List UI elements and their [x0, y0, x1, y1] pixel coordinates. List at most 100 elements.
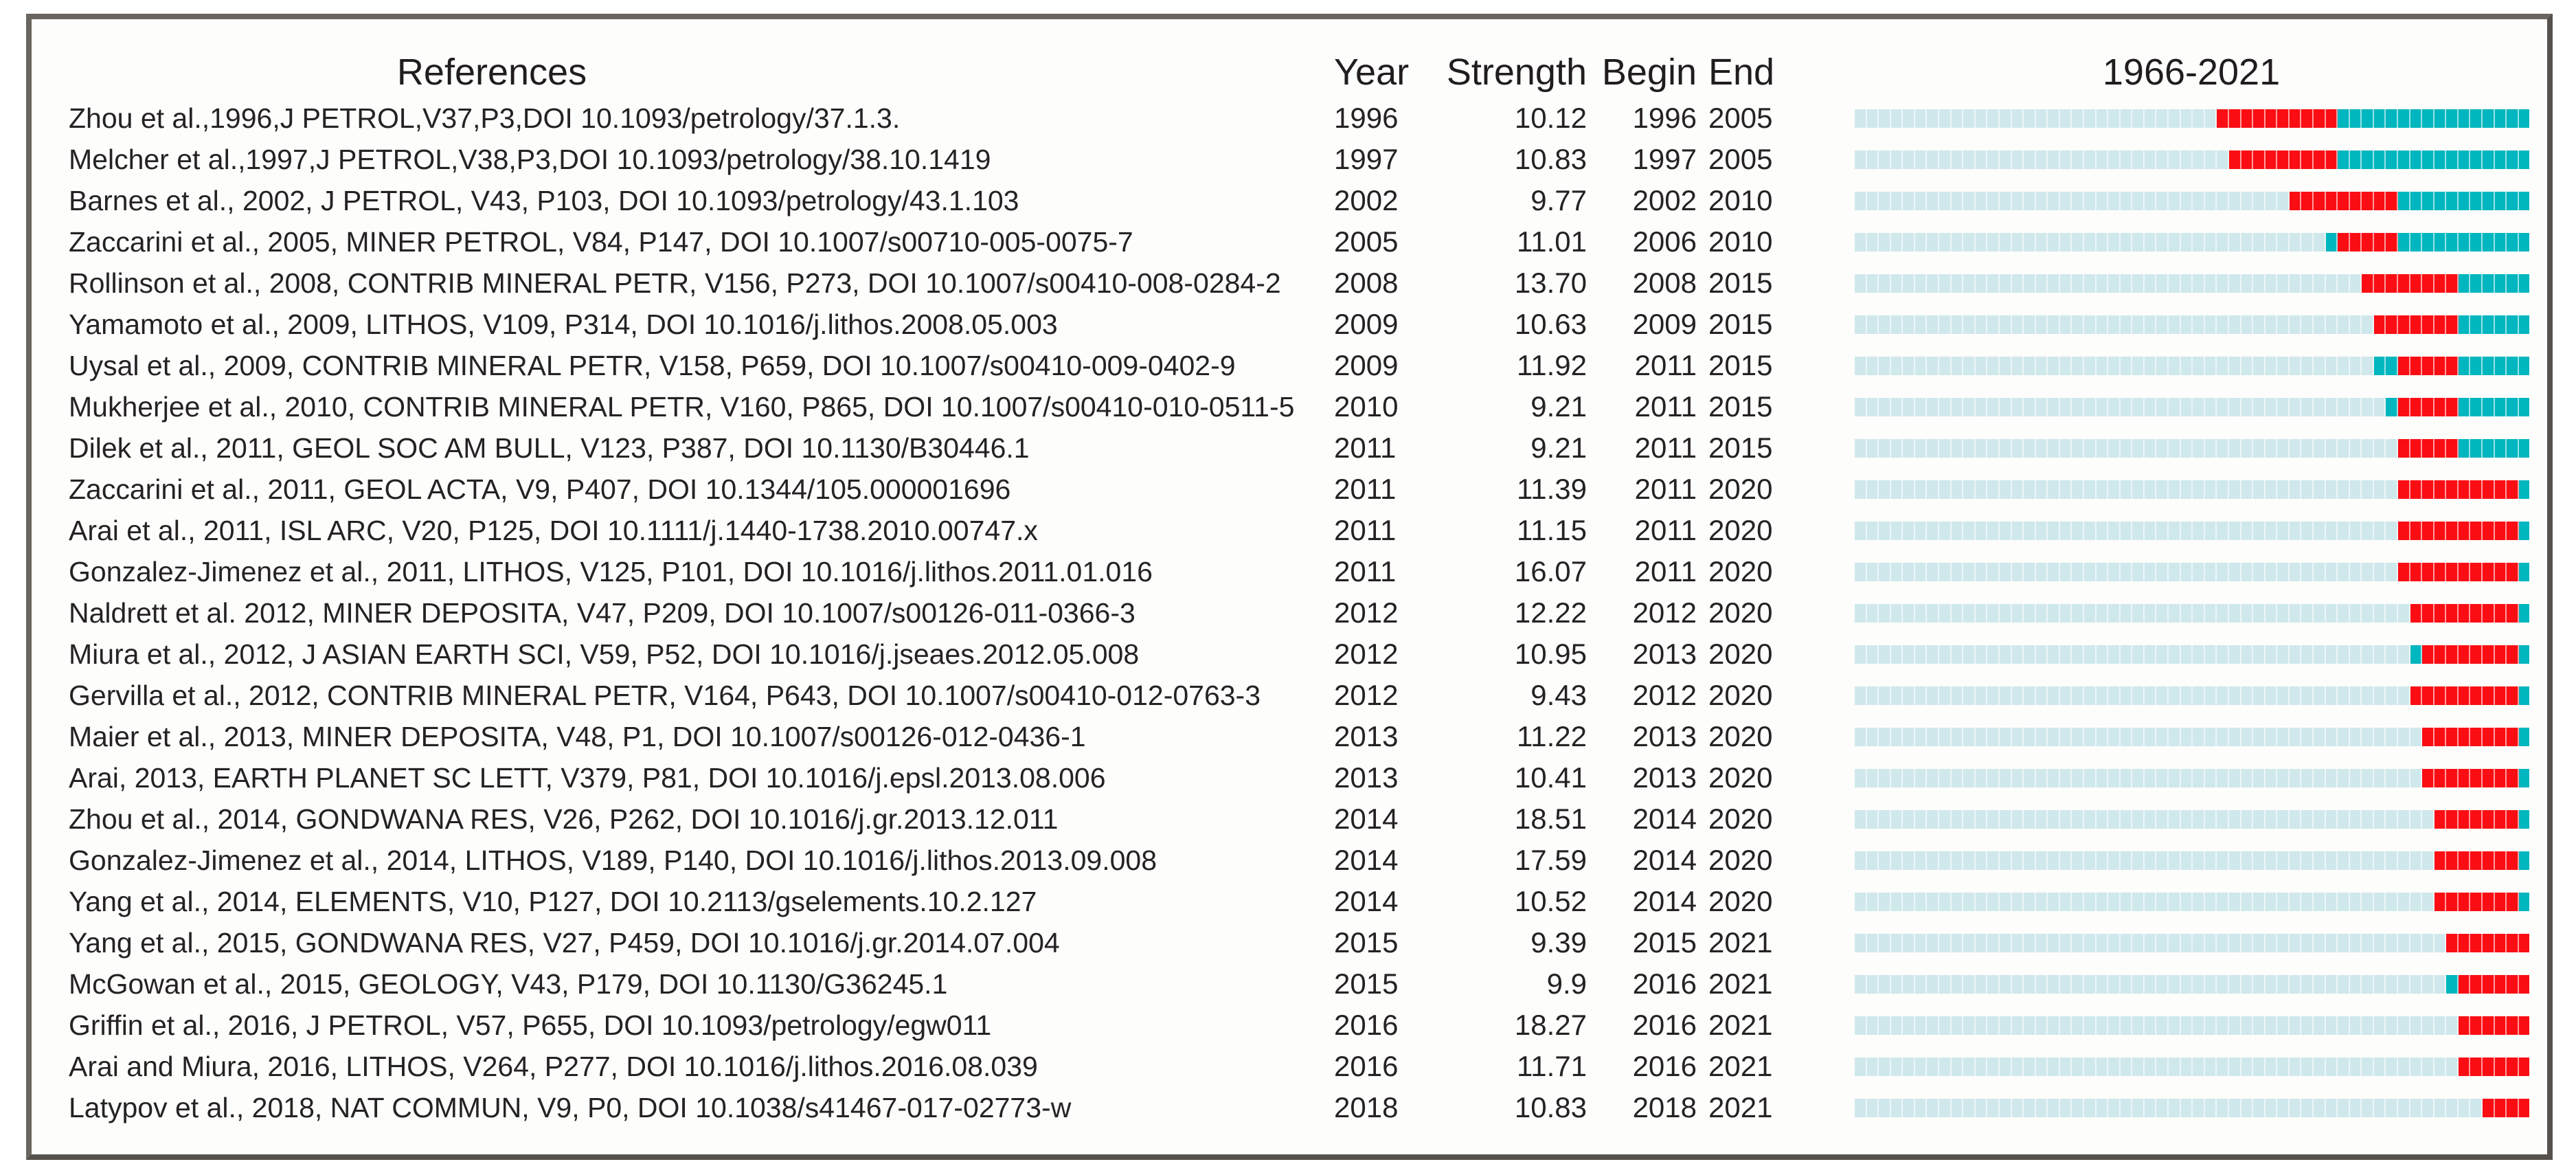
publication-year-value: 2015: [1334, 926, 1399, 959]
year-segment: [1855, 728, 1867, 746]
year-segment: [2265, 810, 2278, 829]
year-segment: [2180, 192, 2193, 210]
year-segment: [2024, 439, 2036, 458]
year-segment: [2024, 150, 2036, 169]
year-segment: [2507, 893, 2519, 911]
year-segment: [2096, 563, 2109, 581]
year-segment: [2144, 1016, 2157, 1035]
year-segment: [1939, 398, 1952, 416]
year-segment: [1855, 686, 1867, 705]
year-segment: [2241, 728, 2254, 746]
year-segment: [2253, 604, 2266, 623]
year-segment: [2048, 1099, 2060, 1117]
year-segment: [2048, 233, 2060, 251]
year-segment: [2096, 769, 2109, 787]
year-segment: [2483, 480, 2495, 499]
year-segment: [2265, 604, 2278, 623]
year-segment: [2422, 522, 2434, 540]
year-segment: [2108, 480, 2121, 499]
burst-row: Gervilla et al., 2012, CONTRIB MINERAL P…: [0, 675, 2576, 716]
year-segment: [1866, 769, 1879, 787]
year-segment: [2253, 851, 2266, 870]
year-segment: [2518, 150, 2530, 169]
year-segment: [1987, 315, 2000, 334]
year-segment: [2024, 769, 2036, 787]
year-segment: [2048, 686, 2060, 705]
year-segment: [2277, 604, 2290, 623]
year-segment: [1963, 1016, 1976, 1035]
year-segment: [2398, 522, 2410, 540]
burst-strength-value: 10.95: [1514, 638, 1587, 670]
burst-strength-value: 10.52: [1514, 885, 1587, 917]
year-segment: [1903, 109, 1915, 128]
year-segment: [2301, 357, 2314, 375]
year-segment: [2072, 274, 2084, 293]
year-segment: [2035, 645, 2048, 664]
year-segment: [2169, 1099, 2181, 1117]
year-segment: [2410, 398, 2423, 416]
burst-end-value: 2020: [1708, 679, 1773, 711]
year-segment: [2494, 1058, 2507, 1076]
year-segment: [2144, 233, 2157, 251]
year-segment: [2518, 357, 2530, 375]
year-segment: [2048, 934, 2060, 952]
year-segment: [2204, 975, 2217, 994]
year-segment: [1939, 1058, 1952, 1076]
burst-row: Mukherjee et al., 2010, CONTRIB MINERAL …: [0, 386, 2576, 427]
year-segment: [1879, 769, 1891, 787]
year-segment: [2193, 192, 2205, 210]
year-segment: [2204, 769, 2217, 787]
burst-strength-value: 16.07: [1514, 555, 1587, 588]
year-segment: [2386, 398, 2399, 416]
year-segment: [2277, 398, 2290, 416]
year-segment: [1890, 686, 1903, 705]
year-segment: [2338, 769, 2350, 787]
year-segment: [2011, 975, 2024, 994]
year-segment: [2024, 851, 2036, 870]
year-segment: [2386, 274, 2399, 293]
year-segment: [2483, 109, 2495, 128]
year-segment: [2277, 728, 2290, 746]
year-segment: [1939, 893, 1952, 911]
burst-begin-value: 2013: [1632, 720, 1697, 752]
year-segment: [2422, 1016, 2434, 1035]
year-segment: [2362, 645, 2374, 664]
year-segment: [2035, 604, 2048, 623]
year-segment: [2434, 439, 2447, 458]
year-segment: [2434, 357, 2447, 375]
year-segment: [2325, 810, 2338, 829]
year-segment: [2386, 439, 2399, 458]
year-segment: [1890, 150, 1903, 169]
year-segment: [2483, 439, 2495, 458]
year-segment: [1975, 439, 1988, 458]
year-segment: [2338, 604, 2350, 623]
year-segment: [2059, 192, 2072, 210]
year-segment: [2373, 728, 2386, 746]
year-segment: [2241, 893, 2254, 911]
year-segment: [2338, 975, 2350, 994]
timeline-bar: [1855, 315, 2530, 334]
year-segment: [2398, 150, 2410, 169]
burst-strength-value: 11.01: [1517, 225, 1587, 258]
year-segment: [2349, 192, 2362, 210]
burst-begin-value: 2014: [1632, 844, 1697, 876]
publication-year-value: 2012: [1334, 679, 1399, 711]
year-segment: [2398, 810, 2410, 829]
year-segment: [2518, 893, 2530, 911]
year-segment: [2470, 480, 2483, 499]
burst-end-value: 2015: [1708, 308, 1773, 340]
year-segment: [2035, 686, 2048, 705]
year-segment: [1975, 315, 1988, 334]
timeline-bar: [1855, 274, 2530, 293]
year-segment: [2204, 851, 2217, 870]
year-segment: [2169, 604, 2181, 623]
year-segment: [2373, 934, 2386, 952]
year-segment: [1927, 233, 1940, 251]
year-segment: [2446, 150, 2459, 169]
year-segment: [1951, 1099, 1964, 1117]
year-segment: [1890, 439, 1903, 458]
year-segment: [2253, 975, 2266, 994]
year-segment: [2410, 480, 2423, 499]
year-segment: [2313, 357, 2326, 375]
year-segment: [2434, 1058, 2447, 1076]
